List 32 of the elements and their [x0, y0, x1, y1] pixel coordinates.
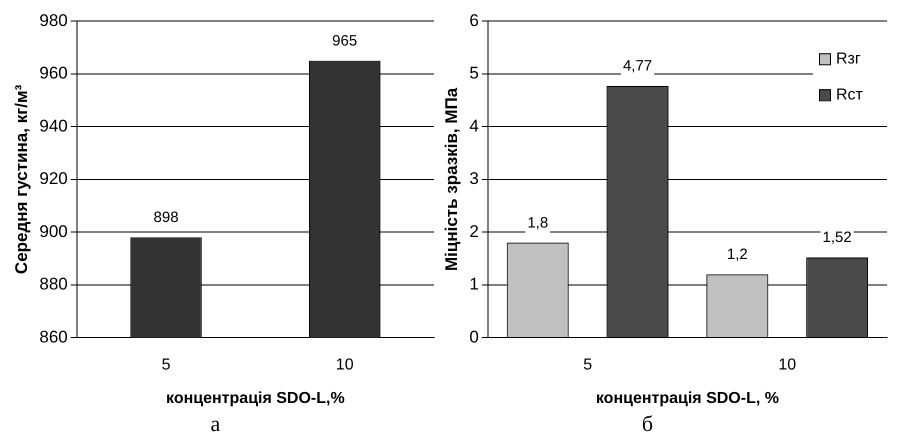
y-tick-label: 5 — [469, 64, 479, 83]
data-label: 898 — [154, 209, 179, 226]
y-tick-label: 960 — [39, 64, 68, 83]
y-tick-label: 4 — [469, 116, 479, 136]
data-label: 4,77 — [622, 58, 652, 75]
data-label: 965 — [332, 32, 358, 50]
y-tick-label: 940 — [39, 116, 68, 136]
x-tick-label: 5 — [162, 356, 171, 374]
y-tick-label: 3 — [469, 169, 479, 188]
data-label: 1,8 — [527, 214, 548, 232]
legend-label: Rст — [836, 86, 864, 104]
y-tick-label: 0 — [469, 327, 479, 346]
y-tick-label: 880 — [39, 274, 68, 294]
y-tick-label: 980 — [39, 10, 68, 30]
x-tick-label: 5 — [583, 356, 592, 374]
x-axis-title: концентрація SDO-L, % — [596, 390, 779, 407]
y-tick-label: 6 — [469, 10, 479, 30]
legend-label: Rзг — [836, 50, 861, 68]
data-label: 1,52 — [822, 229, 852, 246]
x-tick-label: 10 — [336, 356, 354, 374]
x-axis-title: концентрація SDO-L,% — [166, 390, 345, 407]
y-tick-label: 860 — [39, 327, 68, 346]
y-tick-label: 1 — [469, 274, 479, 294]
data-label: 1,2 — [726, 246, 748, 263]
y-tick-label: 920 — [39, 169, 68, 188]
y-axis-title: Міцність зразків, МПа — [442, 87, 461, 271]
x-tick-label: 10 — [778, 356, 796, 374]
text: а — [210, 410, 220, 436]
y-tick-label: 900 — [39, 222, 68, 241]
y-axis-title: Середня густина, кг/м³ — [12, 84, 31, 274]
text: б — [642, 410, 654, 436]
y-tick-label: 2 — [469, 222, 479, 241]
